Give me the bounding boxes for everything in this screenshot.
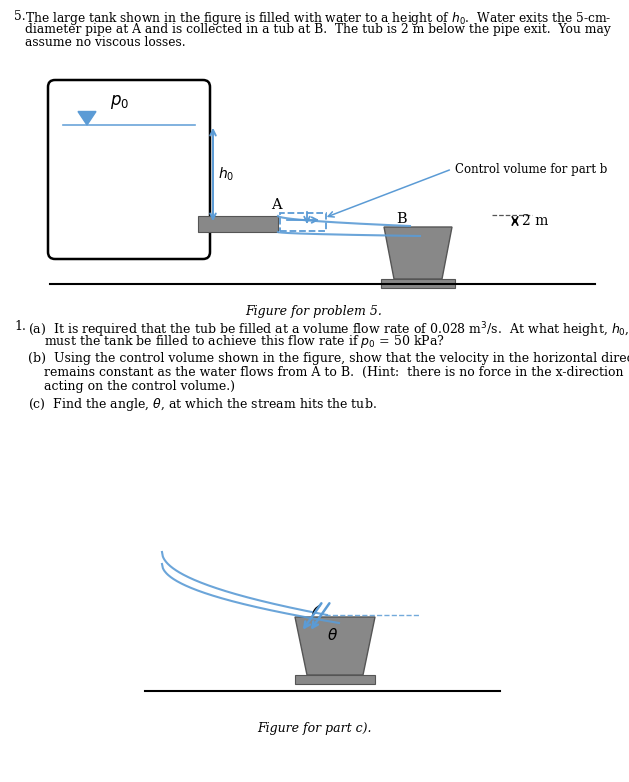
- Bar: [381, 279, 455, 288]
- Text: remains constant as the water flows from A to B.  (Hint:  there is no force in t: remains constant as the water flows from…: [44, 366, 623, 379]
- Text: $\theta$: $\theta$: [328, 627, 338, 643]
- Text: diameter pipe at A and is collected in a tub at B.  The tub is 2 m below the pip: diameter pipe at A and is collected in a…: [25, 23, 611, 36]
- Polygon shape: [384, 227, 452, 279]
- Text: (c)  Find the angle, $\theta$, at which the stream hits the tub.: (c) Find the angle, $\theta$, at which t…: [28, 396, 377, 413]
- Text: B: B: [396, 212, 406, 226]
- Text: 5.: 5.: [14, 10, 26, 23]
- Text: $h_0$: $h_0$: [218, 166, 234, 183]
- Bar: [295, 675, 375, 684]
- Text: assume no viscous losses.: assume no viscous losses.: [25, 36, 186, 49]
- Text: The large tank shown in the figure is filled with water to a height of $h_0$.  W: The large tank shown in the figure is fi…: [25, 10, 611, 27]
- Polygon shape: [78, 112, 96, 125]
- Text: 1.: 1.: [14, 320, 26, 333]
- Text: 2 m: 2 m: [522, 214, 548, 228]
- Text: (a)  It is required that the tub be filled at a volume flow rate of 0.028 m$^3$/: (a) It is required that the tub be fille…: [28, 320, 629, 339]
- Text: A: A: [270, 198, 281, 212]
- Text: must the tank be filled to achieve this flow rate if $p_{0_{}}$ = 50 kPa?: must the tank be filled to achieve this …: [44, 334, 445, 350]
- Text: Figure for problem 5.: Figure for problem 5.: [245, 305, 382, 318]
- Text: Control volume for part b: Control volume for part b: [455, 163, 608, 175]
- Bar: [280, 213, 326, 231]
- FancyBboxPatch shape: [48, 80, 210, 259]
- Polygon shape: [295, 617, 375, 675]
- Bar: [198, 216, 278, 232]
- Text: (b)  Using the control volume shown in the figure, show that the velocity in the: (b) Using the control volume shown in th…: [28, 352, 629, 365]
- Text: Figure for part c).: Figure for part c).: [257, 722, 371, 735]
- Text: $p_0$: $p_0$: [110, 93, 129, 111]
- Text: acting on the control volume.): acting on the control volume.): [44, 380, 235, 393]
